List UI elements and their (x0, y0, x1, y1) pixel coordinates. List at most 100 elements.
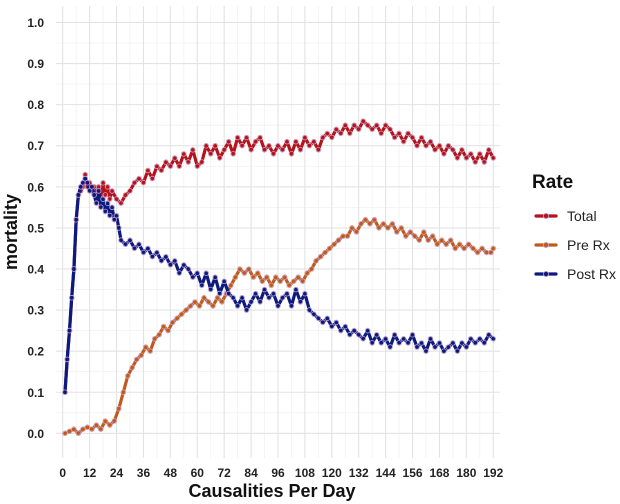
data-point (441, 151, 447, 157)
data-point (246, 266, 252, 272)
data-point (107, 212, 113, 219)
data-point (113, 212, 120, 219)
y-tick-label: 1.0 (27, 16, 44, 30)
data-point (360, 118, 367, 124)
data-point (75, 430, 82, 437)
data-point (346, 130, 353, 137)
data-point (158, 257, 165, 264)
data-point (178, 311, 185, 318)
data-point (328, 323, 335, 330)
data-point (391, 331, 398, 338)
data-point (333, 126, 340, 133)
data-point (349, 225, 355, 231)
data-point (241, 270, 248, 276)
data-point (102, 418, 109, 424)
data-point (122, 192, 129, 198)
data-point (163, 159, 169, 165)
data-point (423, 142, 429, 149)
data-point (315, 315, 322, 322)
data-point (71, 426, 77, 433)
data-point (187, 303, 194, 309)
data-point (297, 147, 304, 153)
data-point (306, 142, 313, 149)
data-point (80, 426, 86, 433)
data-point (66, 327, 73, 334)
data-point (456, 241, 463, 248)
data-point (450, 340, 456, 346)
data-point (84, 179, 91, 186)
data-point (127, 188, 133, 194)
data-point (248, 299, 254, 305)
data-point (322, 249, 328, 256)
x-tick-label: 84 (244, 466, 258, 480)
legend-point (543, 241, 550, 248)
data-point (373, 331, 380, 338)
data-point (199, 159, 205, 165)
data-point (113, 196, 120, 202)
data-point (385, 225, 391, 231)
data-point (261, 147, 268, 153)
data-point (445, 142, 452, 149)
data-point (465, 241, 472, 248)
data-point (405, 340, 411, 346)
data-point (409, 134, 416, 141)
data-point (293, 138, 299, 145)
data-point (160, 323, 167, 330)
data-point (420, 229, 427, 235)
data-point (308, 266, 315, 272)
data-point (459, 147, 465, 153)
data-point (476, 335, 483, 342)
data-point (100, 196, 106, 202)
data-point (364, 122, 371, 128)
data-point (102, 208, 109, 215)
data-point (411, 233, 418, 239)
data-point (136, 241, 142, 248)
data-point (104, 184, 111, 190)
data-point (225, 290, 232, 297)
data-point (351, 327, 358, 334)
x-axis-label: Causalities Per Day (188, 481, 355, 501)
data-point (116, 405, 122, 412)
data-point (221, 278, 228, 285)
data-point (169, 319, 176, 326)
data-point (326, 245, 333, 252)
data-point (414, 142, 420, 149)
data-point (203, 142, 210, 149)
data-point (84, 424, 91, 431)
data-point (378, 130, 385, 137)
data-point (136, 175, 142, 182)
data-point (89, 184, 95, 190)
data-point (207, 286, 214, 293)
data-point (194, 270, 201, 276)
data-point (290, 278, 297, 285)
legend-point (543, 270, 550, 277)
data-point (389, 221, 396, 227)
data-point (158, 167, 165, 174)
data-point (145, 245, 151, 252)
data-point (369, 126, 376, 133)
data-point (109, 204, 115, 211)
data-point (185, 266, 192, 272)
data-point (167, 163, 174, 170)
data-point (212, 142, 219, 149)
data-point (302, 134, 308, 141)
data-point (199, 282, 205, 289)
data-point (62, 430, 68, 437)
data-point (281, 274, 288, 281)
data-point (418, 134, 425, 141)
data-point (382, 335, 389, 342)
data-point (263, 274, 270, 281)
data-point (73, 216, 79, 223)
data-point (432, 344, 438, 350)
data-point (270, 151, 277, 157)
data-point (98, 426, 104, 433)
series-pre-rx (62, 216, 497, 437)
data-point (463, 344, 470, 350)
data-point (163, 253, 169, 260)
data-point (355, 331, 362, 338)
data-point (467, 151, 474, 157)
data-point (425, 237, 432, 244)
data-point (317, 253, 324, 260)
data-point (288, 303, 295, 309)
data-point (98, 204, 104, 211)
